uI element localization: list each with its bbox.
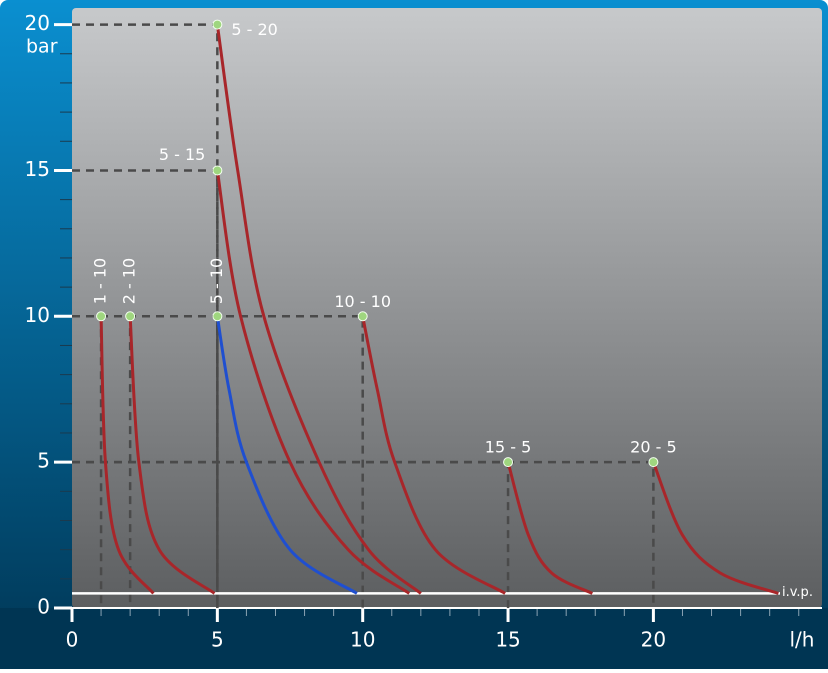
point-label: 15 - 5 xyxy=(485,438,531,457)
y-tick-label: 15 xyxy=(25,157,50,181)
point xyxy=(503,457,514,468)
y-tick-label: 0 xyxy=(37,595,50,619)
point xyxy=(212,19,223,30)
ivp-label: i.v.p. xyxy=(782,585,813,600)
curve xyxy=(215,24,422,595)
y-tick-label: 5 xyxy=(37,449,50,473)
curve xyxy=(99,316,155,595)
point xyxy=(212,311,223,322)
point xyxy=(125,311,136,322)
y-axis-label: bar xyxy=(26,36,58,58)
curve xyxy=(506,461,594,595)
x-tick-label: 15 xyxy=(495,628,520,652)
x-tick-label: 0 xyxy=(66,628,79,652)
point-label: 5 - 10 xyxy=(207,258,226,304)
x-axis-label: l/h xyxy=(790,628,815,652)
curve xyxy=(361,315,506,595)
point-label: 1 - 10 xyxy=(91,258,110,304)
x-tick-label: 20 xyxy=(641,628,666,652)
point-label: 10 - 10 xyxy=(334,292,391,311)
curve xyxy=(215,170,411,595)
y-tick-label: 20 xyxy=(25,11,50,35)
point xyxy=(648,457,659,468)
point-label: 2 - 10 xyxy=(120,258,139,304)
point xyxy=(357,311,368,322)
plot-area xyxy=(72,8,822,608)
x-tick-label: 5 xyxy=(211,628,224,652)
point xyxy=(212,165,223,176)
point-label: 5 - 15 xyxy=(159,145,205,164)
x-tick-label: 10 xyxy=(350,628,375,652)
curve xyxy=(652,461,779,595)
curve xyxy=(128,316,216,595)
y-tick-label: 10 xyxy=(25,303,50,327)
bottom-band xyxy=(0,608,828,669)
point-label: 20 - 5 xyxy=(630,438,676,457)
point xyxy=(96,311,107,322)
curve xyxy=(215,316,358,595)
point-label: 5 - 20 xyxy=(231,20,277,39)
